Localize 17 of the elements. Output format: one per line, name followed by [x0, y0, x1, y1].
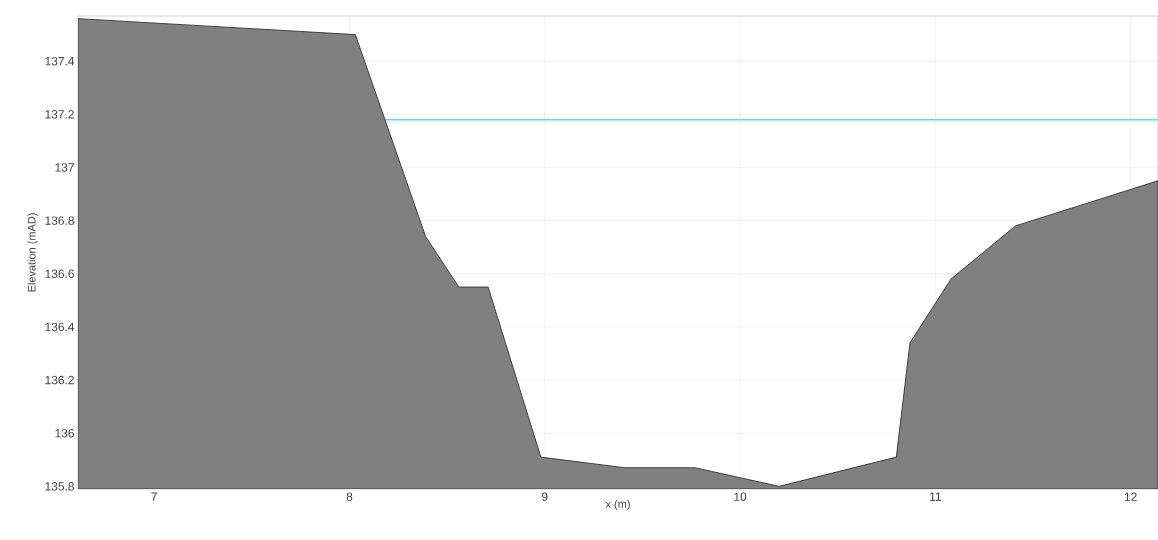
x-tick-label: 12 [1124, 492, 1137, 501]
y-tick-label: 135.8 [45, 482, 74, 491]
y-tick-label: 137.2 [45, 110, 74, 119]
y-tick-label: 137.4 [45, 56, 75, 66]
x-tick-label: 9 [542, 492, 548, 501]
x-tick-label: 7 [151, 492, 157, 501]
y-tick-label: 137 [55, 163, 74, 172]
x-axis-title: x (m) [605, 499, 630, 511]
x-tick-label: 8 [346, 492, 353, 501]
y-axis-title: Elevation (mAD) [27, 213, 38, 292]
y-tick-label: 136.4 [45, 322, 75, 332]
x-tick-label: 11 [930, 492, 941, 501]
y-tick-label: 136.8 [45, 216, 74, 225]
y-tick-label: 136.2 [45, 375, 74, 385]
y-tick-label: 136 [55, 428, 74, 438]
y-tick-label: 136.6 [45, 269, 74, 278]
x-tick-label: 10 [734, 492, 747, 501]
